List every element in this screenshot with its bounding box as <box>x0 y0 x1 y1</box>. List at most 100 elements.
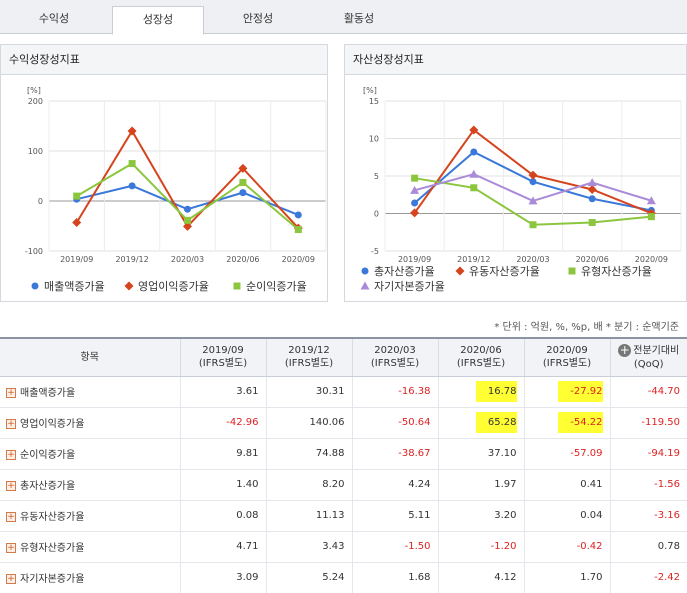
row-label[interactable]: + 총자산증가율 <box>0 468 180 500</box>
tab-growth[interactable]: 성장성 <box>112 6 204 35</box>
y-tick-label: 200 <box>28 97 43 106</box>
y-tick-label: 10 <box>369 135 379 144</box>
expand-row-icon[interactable]: + <box>6 574 16 585</box>
table-cell: 5.11 <box>351 499 438 531</box>
table-cell: 1.68 <box>351 561 438 593</box>
table-cell: 4.24 <box>351 468 438 500</box>
cell-value: 3.61 <box>236 386 259 397</box>
table-cell: 11.13 <box>265 499 352 531</box>
table-cell: 16.78 <box>437 375 524 407</box>
table-cell: -1.50 <box>351 530 438 562</box>
expand-row-icon[interactable]: + <box>6 388 16 398</box>
expand-row-icon[interactable]: + <box>6 512 16 522</box>
row-label[interactable]: + 자기자본증가율 <box>0 561 180 593</box>
cell-value: 1.68 <box>408 572 431 584</box>
row-label[interactable]: + 매출액증가율 <box>0 375 180 407</box>
cell-value: 8.20 <box>322 479 345 490</box>
qoq-cell: 0.78 <box>609 530 687 562</box>
cell-value: 9.81 <box>236 448 259 459</box>
table-cell: -54.22 <box>523 406 610 438</box>
data-point <box>411 199 419 207</box>
row-label[interactable]: + 영업이익증가율 <box>0 406 180 438</box>
data-point <box>73 192 81 200</box>
cell-value: -38.67 <box>398 448 431 459</box>
data-point <box>587 185 597 194</box>
table-cell: 4.71 <box>179 530 266 562</box>
data-point <box>128 160 136 168</box>
cell-value: -1.50 <box>404 541 431 552</box>
qoq-cell: -2.42 <box>609 561 687 593</box>
data-point <box>183 221 192 231</box>
col-header-item: 항목 <box>0 337 180 377</box>
expand-row-icon[interactable]: + <box>6 450 16 460</box>
data-point <box>469 169 479 178</box>
table-cell: 1.97 <box>437 468 524 500</box>
tab-stability[interactable]: 안정성 <box>242 12 274 25</box>
col-header-period: 2019/09 (IFRS별도) <box>179 337 266 377</box>
legend-marker <box>31 282 39 290</box>
y-tick-label: -5 <box>371 247 379 256</box>
expand-row-icon[interactable]: + <box>6 543 16 553</box>
y-tick-label: 0 <box>38 197 43 206</box>
table-cell: 5.24 <box>265 561 352 593</box>
cell-value: -1.20 <box>490 541 517 552</box>
table-row: + 순이익증가율 9.81 74.88 -38.67 37.10 -57.09 -94.19 <box>0 437 687 469</box>
cell-value: 74.88 <box>315 448 345 459</box>
cell-value: 0.41 <box>580 479 603 490</box>
table-cell: 37.10 <box>437 437 524 469</box>
table-cell: -57.09 <box>523 437 610 469</box>
profit-growth-chart: [%] -100 0 100 200 2019/09 2019/12 2020/03 2020/… <box>25 86 327 293</box>
cell-value: -27.92 <box>558 381 603 402</box>
cell-value: 3.09 <box>236 572 259 584</box>
col-header-period: 2019/12 (IFRS별도) <box>265 337 352 377</box>
col-header-qoq: + 전분기대비 (QoQ) <box>609 337 687 377</box>
table-row: + 매출액증가율 3.61 30.31 -16.38 16.78 -27.92 -44.70 <box>0 375 687 407</box>
tab-activity[interactable]: 활동성 <box>343 12 375 25</box>
table-header-row: 항목 2019/09 (IFRS별도) 2019/12 (IFRS별도) 2020/… <box>0 337 687 377</box>
qoq-cell: -1.56 <box>609 468 687 500</box>
data-point <box>127 126 137 136</box>
table-row: + 유동자산증가율 0.08 11.13 5.11 3.20 0.04 -3.16 <box>0 499 687 531</box>
table-cell: -0.42 <box>523 530 610 562</box>
table-cell: 3.61 <box>179 375 266 407</box>
x-tick-label: 2020/06 <box>576 255 609 264</box>
cell-value: 140.06 <box>309 417 345 428</box>
row-label[interactable]: + 유동자산증가율 <box>0 499 180 531</box>
y-tick-label: -100 <box>25 247 43 256</box>
col-header-period: 2020/09 (IFRS별도) <box>523 337 610 377</box>
table-cell: 1.70 <box>523 561 610 593</box>
cell-value: 30.31 <box>315 386 345 397</box>
data-point <box>128 182 136 190</box>
data-point <box>470 148 478 156</box>
legend-marker <box>360 281 370 290</box>
asset-growth-chart: [%] -5 0 5 10 15 2019/09 2019/12 2020/03 2020/06 2… <box>360 86 682 293</box>
cell-value: -42.96 <box>226 417 259 428</box>
expand-row-icon[interactable]: + <box>6 419 16 429</box>
row-label[interactable]: + 유형자산증가율 <box>0 530 180 562</box>
growth-table: 항목 2019/09 (IFRS별도) 2019/12 (IFRS별도) 2020/… <box>0 337 687 593</box>
cell-value: -57.09 <box>570 448 603 459</box>
table-row: + 총자산증가율 1.40 8.20 4.24 1.97 0.41 -1.56 <box>0 468 687 500</box>
row-name: 유동자산증가율 <box>20 512 85 523</box>
table-row: + 자기자본증가율 3.09 5.24 1.68 4.12 1.70 -2.42 <box>0 561 687 593</box>
legend-marker <box>124 281 134 291</box>
row-name: 매출액증가율 <box>20 388 76 399</box>
cell-value: -0.42 <box>576 541 603 552</box>
tab-bar: 수익성 성장성 안정성 활동성 <box>0 0 687 35</box>
expand-row-icon[interactable]: + <box>6 481 16 491</box>
x-tick-label: 2019/09 <box>60 255 93 264</box>
cell-value: 1.70 <box>580 572 603 584</box>
expand-columns-icon[interactable]: + <box>618 343 632 357</box>
y-tick-label: 0 <box>374 210 379 219</box>
cell-value: -16.38 <box>398 386 431 397</box>
data-point <box>529 221 537 229</box>
table-row: + 영업이익증가율 -42.96 140.06 -50.64 65.28 -54.22 -11… <box>0 406 687 438</box>
table-cell: 8.20 <box>265 468 352 500</box>
legend-label: 자기자본증가율 <box>374 280 445 293</box>
cell-value: 4.24 <box>408 479 431 490</box>
cell-value: 16.78 <box>475 381 517 402</box>
table-cell: 140.06 <box>265 406 352 438</box>
row-label[interactable]: + 순이익증가율 <box>0 437 180 469</box>
tab-profitability[interactable]: 수익성 <box>38 12 70 25</box>
y-tick-label: 5 <box>374 172 379 181</box>
